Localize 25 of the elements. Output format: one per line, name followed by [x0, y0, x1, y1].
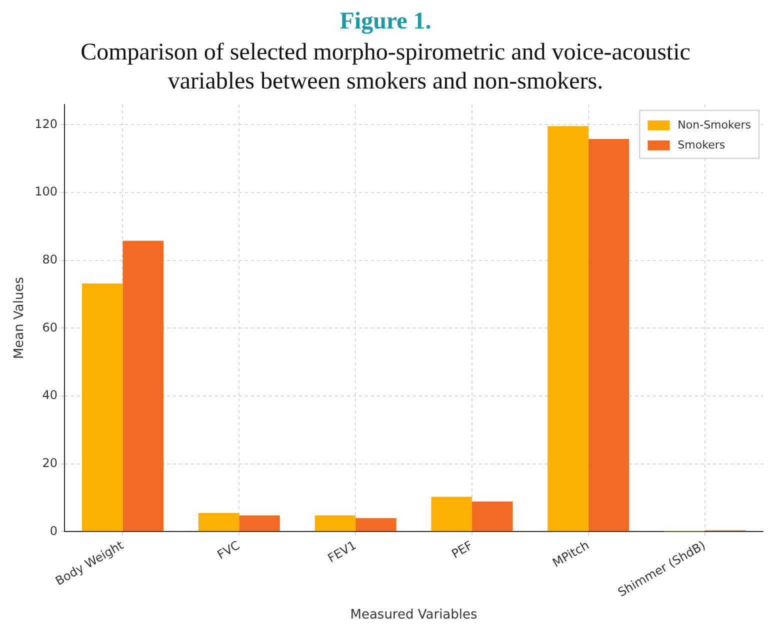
bar — [122, 240, 164, 532]
bar — [239, 515, 280, 532]
bar — [356, 518, 396, 532]
bar — [431, 496, 472, 532]
y-axis-title: Mean Values — [12, 276, 28, 360]
bar — [82, 283, 123, 532]
y-tick-label: 20 — [42, 456, 58, 470]
bar — [472, 502, 513, 532]
y-tick-label: 80 — [42, 252, 58, 267]
legend-label: Smokers — [678, 138, 726, 152]
chart-subtitle: Comparison of selected morpho-spirometric and voice-acoustic variables between smokers and non-smokers. — [80, 39, 690, 94]
y-tick-label: 60 — [42, 320, 58, 334]
bar — [198, 513, 240, 532]
legend-label: Non-Smokers — [678, 118, 752, 132]
x-axis-title: Measured Variables — [350, 608, 478, 623]
y-tick-label: 100 — [34, 184, 58, 199]
chart-title: Figure 1. — [340, 8, 432, 35]
y-tick-label: 0 — [50, 524, 58, 538]
bar — [588, 138, 630, 532]
y-tick-label: 120 — [34, 116, 58, 131]
y-tick-label: 40 — [42, 388, 58, 402]
bar — [548, 126, 588, 532]
bar — [314, 515, 356, 532]
x-tick-label: FVC — [214, 538, 242, 562]
x-tick-label: PEF — [449, 538, 476, 562]
